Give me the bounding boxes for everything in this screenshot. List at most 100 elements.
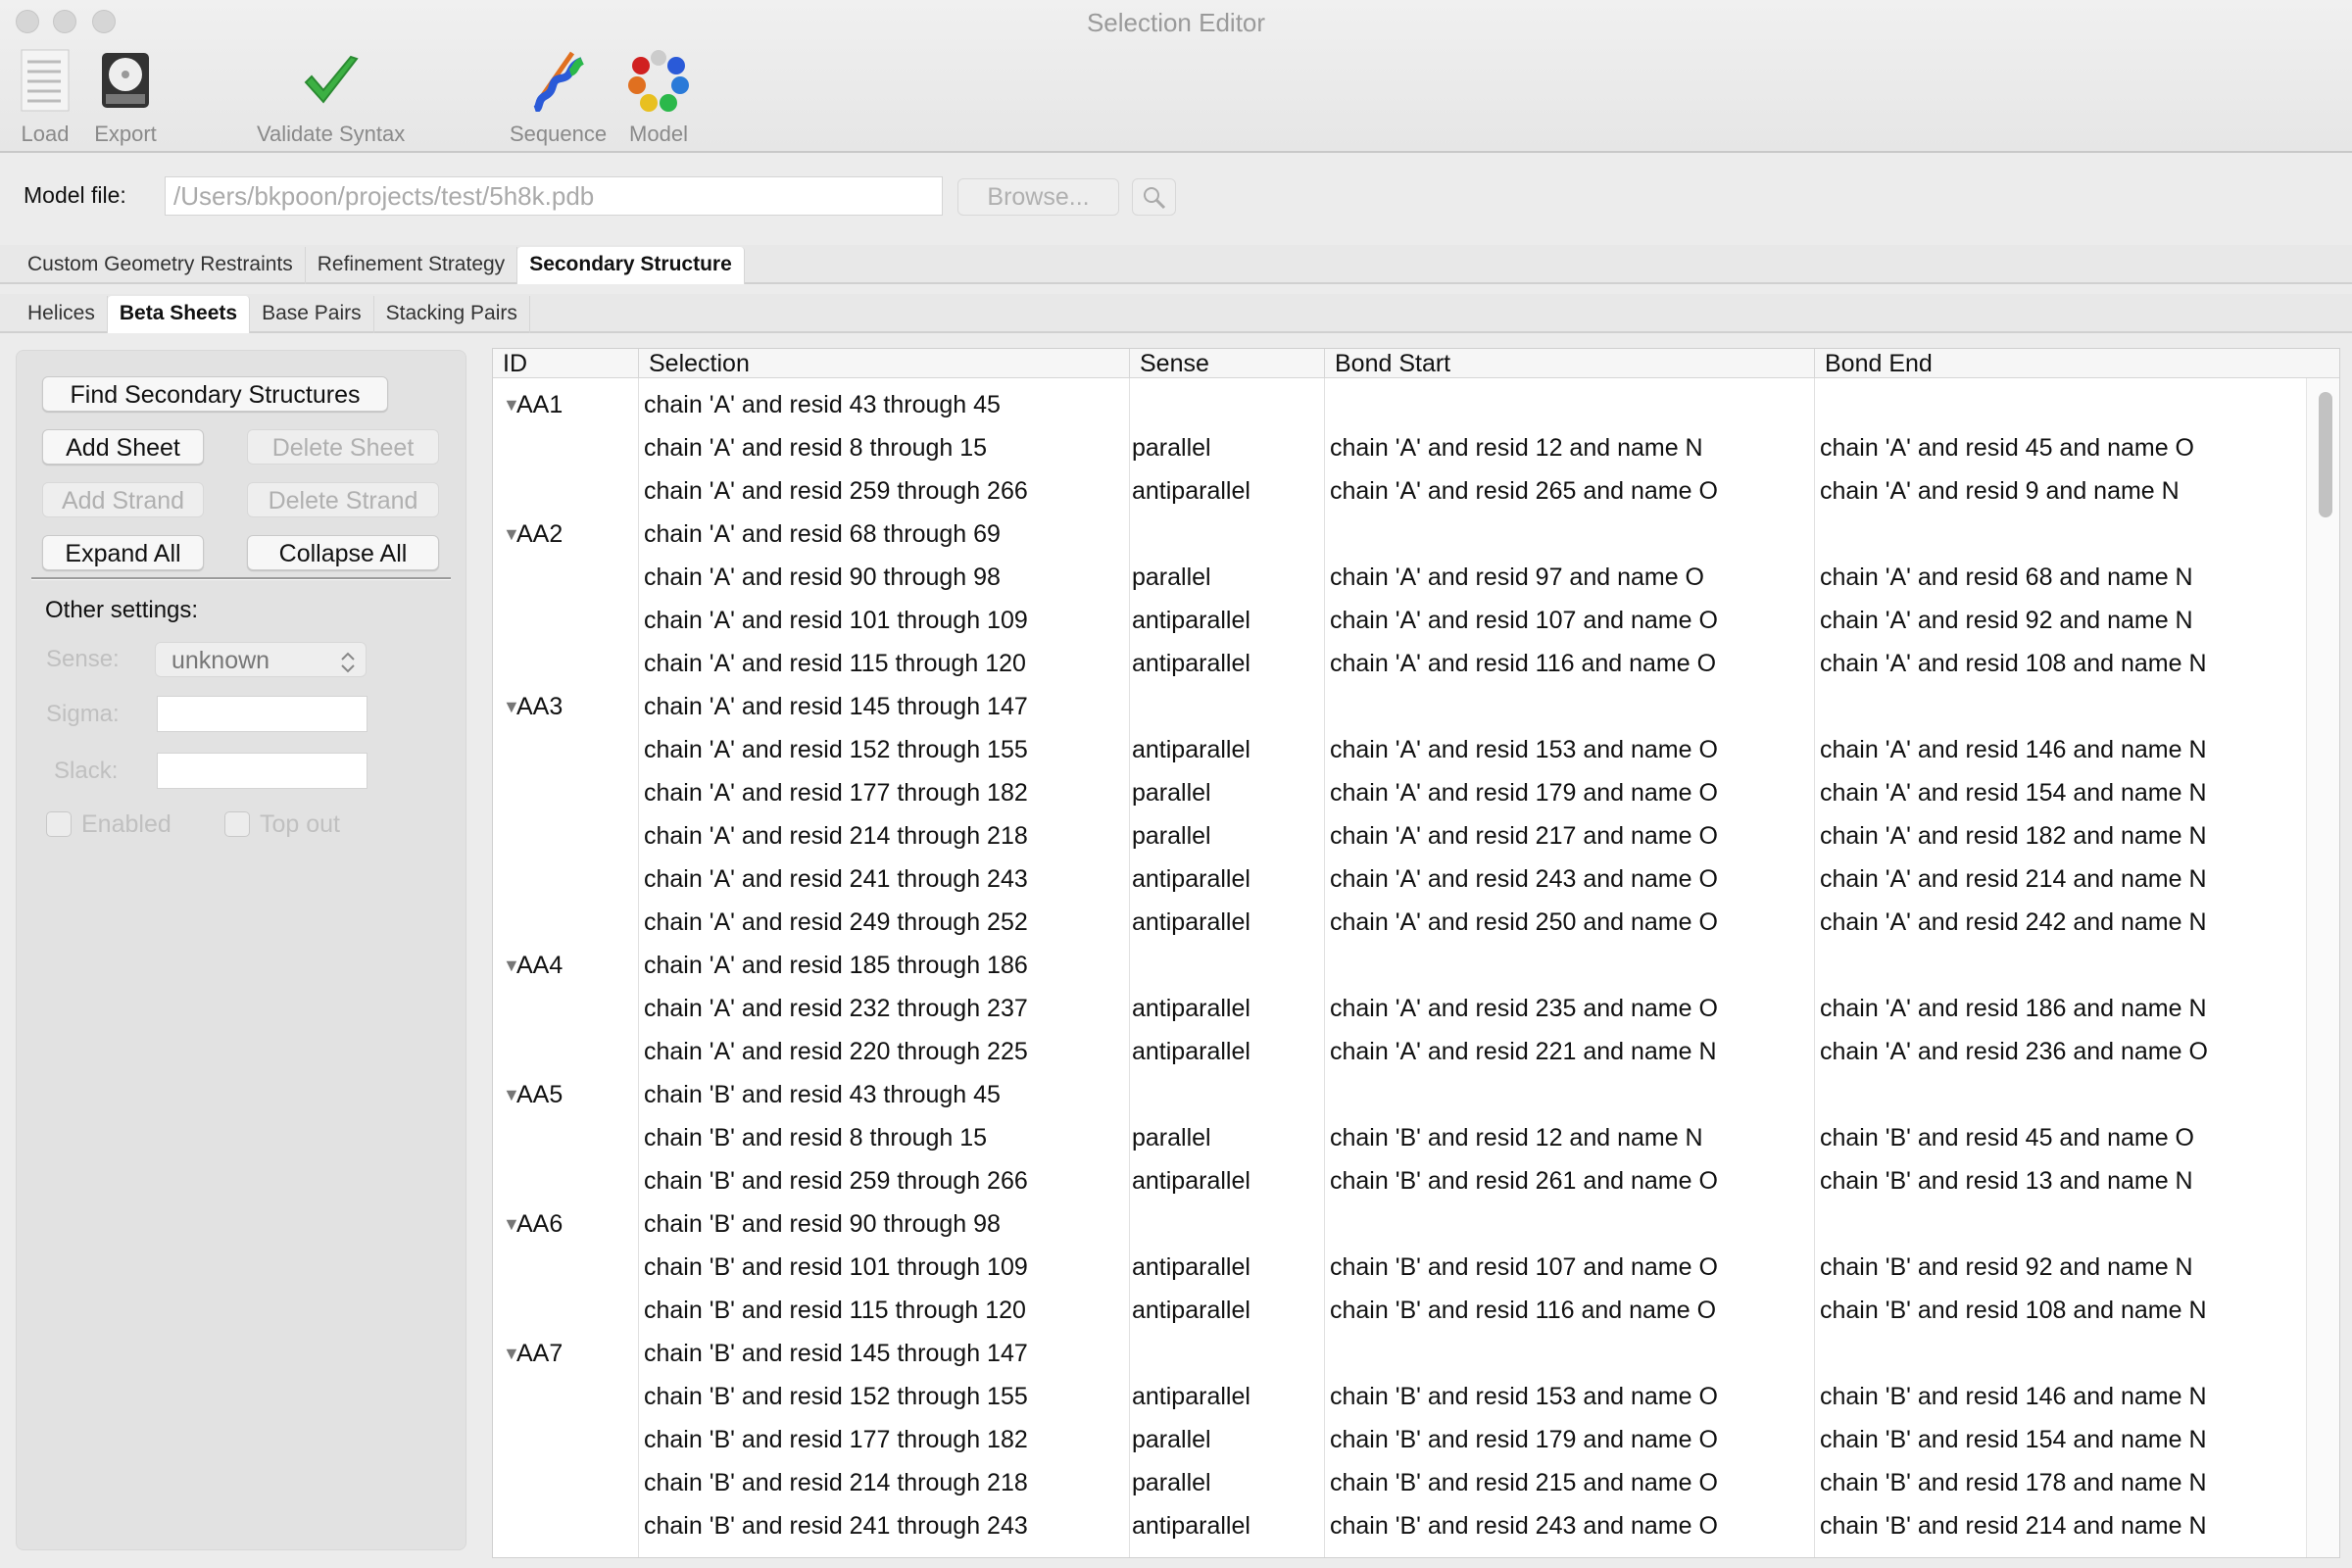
strand-row[interactable]: chain 'A' and resid 152 through 155 antip… [493,728,2306,771]
selection-cell: chain 'A' and resid 241 through 243 [644,865,1028,893]
bond-start-cell: chain 'B' and resid 12 and name N [1330,1124,1703,1152]
close-window-button[interactable] [16,10,39,33]
hard-drive-icon [94,45,157,116]
bond-end-cell: chain 'B' and resid 13 and name N [1820,1167,2193,1195]
selection-cell: chain 'B' and resid 259 through 266 [644,1167,1028,1195]
tab-refinement-strategy[interactable]: Refinement Strategy [306,247,518,284]
strand-row[interactable]: chain 'A' and resid 259 through 266 antip… [493,469,2306,513]
column-header-sense[interactable]: Sense [1129,349,1324,378]
bond-end-cell: chain 'A' and resid 154 and name N [1820,779,2207,807]
strand-row[interactable]: chain 'A' and resid 249 through 252 antip… [493,901,2306,944]
sigma-label: Sigma: [46,701,120,727]
strand-row[interactable]: chain 'B' and resid 115 through 120 antip… [493,1289,2306,1332]
subtab-helices[interactable]: Helices [16,296,108,333]
strand-row[interactable]: chain 'A' and resid 101 through 109 antip… [493,599,2306,642]
column-header-bond-start[interactable]: Bond Start [1324,349,1814,378]
sheet-row[interactable]: ▼ AA2 chain 'A' and resid 68 through 69 [493,513,2306,556]
selection-cell: chain 'A' and resid 43 through 45 [644,391,1001,418]
export-button[interactable]: Export [94,45,157,147]
tab-secondary-structure[interactable]: Secondary Structure [517,247,745,284]
beta-sheets-table: ID Selection Sense Bond Start Bond End ▼… [492,348,2340,1558]
strand-row[interactable]: chain 'B' and resid 152 through 155 antip… [493,1375,2306,1418]
strand-row[interactable]: chain 'B' and resid 8 through 15 parallel… [493,1116,2306,1159]
disclosure-triangle-icon[interactable]: ▼ [503,1214,520,1234]
slack-label: Slack: [54,758,119,784]
column-header-selection[interactable]: Selection [638,349,1129,378]
disclosure-triangle-icon[interactable]: ▼ [503,395,520,415]
tab-custom-geometry-restraints[interactable]: Custom Geometry Restraints [16,247,306,284]
slack-input[interactable] [157,753,368,789]
subtab-stacking-pairs[interactable]: Stacking Pairs [374,296,530,333]
strand-row[interactable]: chain 'A' and resid 214 through 218 paral… [493,814,2306,858]
validate-syntax-button[interactable]: Validate Syntax [257,45,405,147]
bond-start-cell: chain 'A' and resid 116 and name O [1330,650,1717,677]
sheet-row[interactable]: ▼ AA1 chain 'A' and resid 43 through 45 [493,383,2306,426]
sheet-row[interactable]: ▼ AA4 chain 'A' and resid 185 through 186 [493,944,2306,987]
minimize-window-button[interactable] [53,10,76,33]
scrollbar-thumb[interactable] [2319,392,2332,517]
bond-end-cell: chain 'B' and resid 92 and name N [1820,1253,2193,1281]
disclosure-triangle-icon[interactable]: ▼ [503,1085,520,1104]
zoom-window-button[interactable] [92,10,116,33]
find-secondary-structures-button[interactable]: Find Secondary Structures [42,376,388,412]
sense-select-value: unknown [172,647,270,674]
load-button[interactable]: Load [14,45,76,147]
disclosure-triangle-icon[interactable]: ▼ [503,524,520,544]
sheet-row[interactable]: ▼ AA6 chain 'B' and resid 90 through 98 [493,1202,2306,1246]
browse-button[interactable]: Browse... [957,178,1119,216]
selection-cell: chain 'B' and resid 177 through 182 [644,1426,1028,1453]
disclosure-triangle-icon[interactable]: ▼ [503,1344,520,1363]
strand-row[interactable]: chain 'B' and resid 259 through 266 antip… [493,1159,2306,1202]
sense-cell: antiparallel [1132,1512,1250,1540]
strand-row[interactable]: chain 'A' and resid 220 through 225 antip… [493,1030,2306,1073]
strand-row[interactable]: chain 'B' and resid 241 through 243 antip… [493,1504,2306,1547]
subtab-base-pairs[interactable]: Base Pairs [250,296,374,333]
sense-cell: antiparallel [1132,1167,1250,1195]
sheet-row[interactable]: ▼ AA5 chain 'B' and resid 43 through 45 [493,1073,2306,1116]
top-out-checkbox[interactable] [224,811,250,837]
sigma-input[interactable] [157,696,368,732]
model-file-input[interactable]: /Users/bkpoon/projects/test/5h8k.pdb [165,176,943,216]
delete-sheet-button[interactable]: Delete Sheet [247,429,439,465]
bond-start-cell: chain 'B' and resid 116 and name O [1330,1297,1717,1324]
sheet-row[interactable]: ▼ AA3 chain 'A' and resid 145 through 147 [493,685,2306,728]
selection-cell: chain 'B' and resid 145 through 147 [644,1340,1028,1367]
strand-row[interactable]: chain 'A' and resid 115 through 120 antip… [493,642,2306,685]
sense-cell: antiparallel [1132,1253,1250,1281]
column-header-id[interactable]: ID [503,350,527,377]
disclosure-triangle-icon[interactable]: ▼ [503,697,520,716]
sheet-row[interactable]: ▼ AA7 chain 'B' and resid 145 through 147 [493,1332,2306,1375]
strand-row[interactable]: chain 'A' and resid 90 through 98 paralle… [493,556,2306,599]
column-header-bond-end[interactable]: Bond End [1814,349,2306,378]
selection-cell: chain 'B' and resid 152 through 155 [644,1383,1028,1410]
selection-cell: chain 'B' and resid 115 through 120 [644,1297,1026,1324]
sense-select[interactable]: unknown [155,642,367,677]
expand-all-button[interactable]: Expand All [42,535,204,570]
sequence-button[interactable]: Sequence [510,45,607,147]
vertical-scrollbar[interactable] [2306,378,2339,1557]
strand-row[interactable]: chain 'B' and resid 214 through 218 paral… [493,1461,2306,1504]
selection-cell: chain 'B' and resid 241 through 243 [644,1512,1028,1540]
add-strand-button[interactable]: Add Strand [42,482,204,517]
selection-cell: chain 'A' and resid 90 through 98 [644,564,1001,591]
sequence-ribbon-icon [527,45,590,116]
search-file-button[interactable] [1132,178,1176,216]
strand-row[interactable]: chain 'A' and resid 177 through 182 paral… [493,771,2306,814]
strand-row[interactable]: chain 'A' and resid 8 through 15 parallel… [493,426,2306,469]
strand-row[interactable]: chain 'A' and resid 232 through 237 antip… [493,987,2306,1030]
bond-end-cell: chain 'B' and resid 214 and name N [1820,1512,2207,1540]
delete-strand-button[interactable]: Delete Strand [247,482,439,517]
disclosure-triangle-icon[interactable]: ▼ [503,956,520,975]
model-button[interactable]: Model [627,45,690,147]
strand-row[interactable]: chain 'B' and resid 177 through 182 paral… [493,1418,2306,1461]
subtab-beta-sheets[interactable]: Beta Sheets [107,296,251,333]
bond-start-cell: chain 'B' and resid 261 and name O [1330,1167,1718,1195]
enabled-checkbox[interactable] [46,811,72,837]
selection-cell: chain 'A' and resid 185 through 186 [644,952,1028,979]
collapse-all-button[interactable]: Collapse All [247,535,439,570]
add-sheet-button[interactable]: Add Sheet [42,429,204,465]
selection-cell: chain 'A' and resid 177 through 182 [644,779,1028,807]
strand-row[interactable]: chain 'A' and resid 241 through 243 antip… [493,858,2306,901]
strand-row[interactable]: chain 'B' and resid 101 through 109 antip… [493,1246,2306,1289]
bond-start-cell: chain 'A' and resid 265 and name O [1330,477,1718,505]
